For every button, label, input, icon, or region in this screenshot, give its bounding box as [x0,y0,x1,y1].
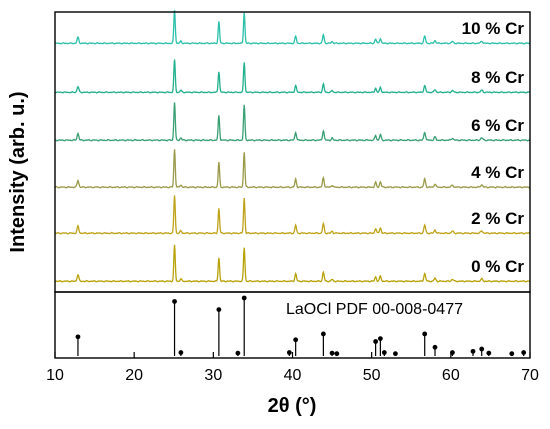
reference-peak-marker [393,351,398,357]
series-label: 8 % Cr [471,68,524,87]
x-axis-ticks: 10 20 30 40 50 60 70 [46,352,539,384]
reference-peak-marker [422,331,428,337]
series-line [54,244,531,283]
reference-peak-marker [381,350,387,355]
reference-layer [75,295,527,357]
reference-peak-marker [329,350,335,356]
reference-peak-marker [432,344,438,350]
x-tick-label: 40 [284,367,302,384]
x-tick-label: 20 [125,367,143,384]
x-tick-label: 30 [204,367,222,384]
reference-peak-marker [521,350,527,355]
reference-peak-marker [486,350,492,356]
reference-peak-marker [178,350,184,355]
reference-peak-marker [373,339,379,344]
reference-peak-marker [216,307,222,312]
reference-peak-marker [320,331,326,337]
x-tick-label: 10 [46,367,64,384]
series-label: 10 % Cr [462,19,525,38]
plot-frame-top [54,11,531,293]
reference-peak-marker [334,351,340,357]
x-tick-label: 50 [363,367,381,384]
reference-peak-marker [172,299,177,304]
series-line [54,102,531,142]
series-line [54,195,531,235]
y-axis-title: Intensity (arb. u.) [7,91,29,252]
series-line [54,10,531,45]
reference-peak-marker [75,334,81,340]
reference-peak-marker [470,348,476,354]
series-line [54,59,531,94]
reference-peak-marker [377,336,383,341]
reference-peak-marker [241,295,247,301]
reference-label: LaOCl PDF 00-008-0477 [286,301,463,318]
x-tick-label: 60 [442,367,460,384]
series-label: 0 % Cr [471,257,524,276]
reference-peak-marker [479,346,485,352]
x-axis-title: 2θ (°) [268,395,317,417]
reference-peak-marker [235,350,241,356]
series-layer: 0 % Cr 2 % Cr 4 % Cr 6 % Cr 8 % Cr 10 % Cr [54,10,531,283]
series-label: 4 % Cr [471,163,524,182]
reference-peak-marker [509,351,515,357]
series-line [54,149,531,189]
reference-peak-marker [293,337,299,343]
series-label: 6 % Cr [471,116,524,135]
x-tick-label: 70 [521,367,539,384]
reference-peak-marker [286,350,292,355]
series-label: 2 % Cr [471,209,524,228]
